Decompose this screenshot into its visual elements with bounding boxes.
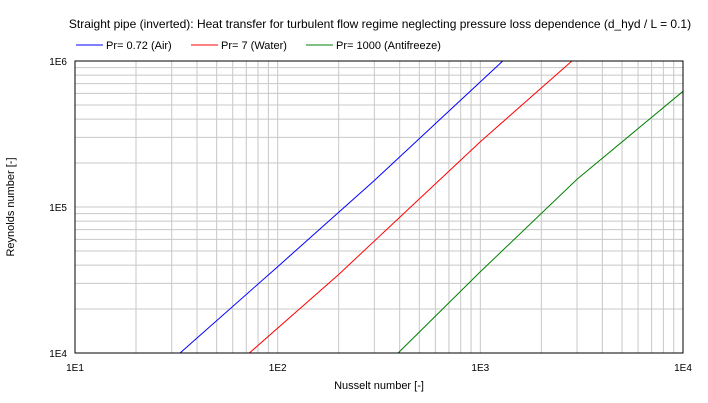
x-tick-label: 1E4	[674, 363, 692, 374]
series-line-1	[249, 60, 573, 354]
y-axis-label: Reynolds number [-]	[5, 157, 17, 256]
x-axis-label: Nusselt number [-]	[334, 380, 424, 392]
x-tick-label: 1E2	[269, 363, 287, 374]
x-axis-ticks: 1E1 1E2 1E3 1E4	[66, 363, 692, 374]
y-tick-label: 1E6	[49, 57, 67, 68]
y-tick-label: 1E4	[49, 349, 67, 360]
x-tick-label: 1E1	[66, 363, 84, 374]
series-line-2	[397, 90, 684, 354]
y-tick-label: 1E5	[49, 203, 67, 214]
grid	[75, 61, 683, 353]
series-line-0	[179, 60, 504, 354]
y-axis-ticks: 1E4 1E5 1E6	[49, 57, 67, 360]
legend: Pr= 0.72 (Air) Pr= 7 (Water) Pr= 1000 (Ant…	[76, 40, 441, 52]
x-tick-label: 1E3	[471, 363, 489, 374]
legend-label-0: Pr= 0.72 (Air)	[106, 40, 172, 52]
chart-title: Straight pipe (inverted): Heat transfer …	[69, 17, 691, 31]
legend-label-2: Pr= 1000 (Antifreeze)	[336, 40, 441, 52]
legend-label-1: Pr= 7 (Water)	[221, 40, 287, 52]
plot-frame	[74, 60, 684, 354]
series-group	[179, 60, 684, 354]
